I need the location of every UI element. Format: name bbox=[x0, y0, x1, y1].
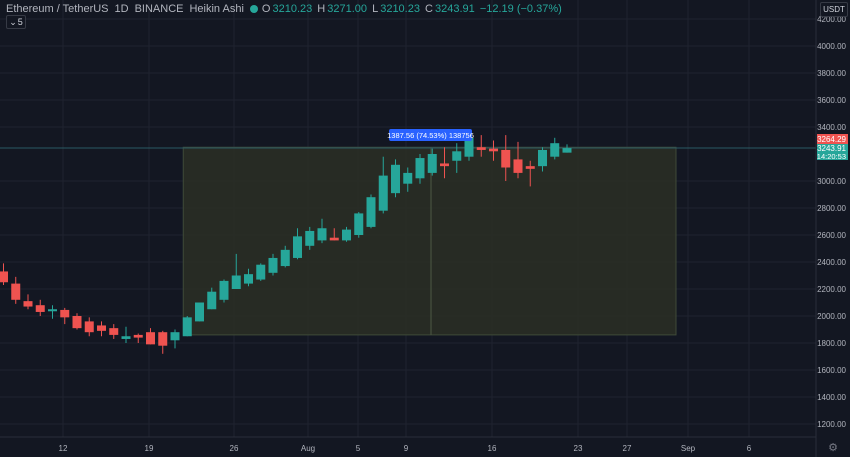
candle-body bbox=[219, 280, 229, 300]
price-tick-label: 2400.00 bbox=[817, 258, 846, 267]
candle-body bbox=[195, 302, 204, 322]
candle-body bbox=[440, 163, 449, 167]
candle-body bbox=[391, 164, 400, 194]
candle-body bbox=[158, 332, 168, 346]
candle-body bbox=[170, 332, 180, 341]
market-status-icon bbox=[249, 5, 258, 13]
candle-body bbox=[207, 291, 217, 310]
candle-body bbox=[464, 137, 474, 157]
candle-body bbox=[293, 236, 302, 258]
candle-body bbox=[146, 332, 155, 345]
time-tick-label: 26 bbox=[230, 444, 239, 453]
candle-body bbox=[317, 228, 327, 241]
candle-body bbox=[415, 158, 425, 179]
candle-body bbox=[489, 148, 498, 152]
candle-body bbox=[378, 175, 388, 211]
candle-body bbox=[35, 305, 45, 312]
currency-label[interactable]: USDT bbox=[820, 2, 848, 17]
price-tick-label: 3600.00 bbox=[817, 96, 846, 105]
time-tick-label: Aug bbox=[301, 444, 315, 453]
candle-body bbox=[329, 237, 339, 241]
price-tick-label: 2200.00 bbox=[817, 285, 846, 294]
candle-body bbox=[23, 301, 33, 307]
candle-body bbox=[476, 147, 486, 150]
time-tick-label: 23 bbox=[574, 444, 583, 453]
price-tick-label: 1800.00 bbox=[817, 339, 846, 348]
candle-body bbox=[231, 275, 241, 289]
countdown-label: 14:20:53 bbox=[817, 152, 846, 161]
price-tick-label: 1200.00 bbox=[817, 420, 846, 429]
price-axis-background bbox=[816, 0, 850, 457]
candle-body bbox=[501, 149, 511, 168]
price-tick-label: 3000.00 bbox=[817, 177, 846, 186]
price-change: −12.19 (−0.37%) bbox=[479, 3, 562, 15]
candle-body bbox=[342, 229, 351, 241]
candle-body bbox=[280, 249, 290, 267]
candle-body bbox=[11, 283, 21, 300]
price-tick-label: 2600.00 bbox=[817, 231, 846, 240]
candle-body bbox=[452, 151, 462, 161]
measure-tooltip bbox=[389, 129, 472, 141]
interval-label[interactable]: 1D bbox=[114, 3, 129, 15]
candle-body bbox=[84, 321, 94, 333]
candle-body bbox=[97, 325, 106, 331]
candle-body bbox=[48, 309, 57, 312]
candle-body bbox=[550, 143, 560, 157]
chart-style-label[interactable]: Heikin Ashi bbox=[189, 3, 244, 15]
candle-body bbox=[268, 257, 278, 273]
last-price-badge bbox=[817, 134, 848, 144]
candle-body bbox=[366, 197, 376, 227]
candle-body bbox=[427, 154, 437, 173]
candle-body bbox=[256, 264, 266, 280]
price-tick-label: 2000.00 bbox=[817, 312, 846, 321]
candle-body bbox=[354, 213, 364, 235]
exchange-label: BINANCE bbox=[134, 3, 184, 15]
candle-body bbox=[538, 149, 547, 167]
candle-body bbox=[182, 317, 192, 337]
time-tick-label: Sep bbox=[681, 444, 696, 453]
measure-range-box bbox=[182, 146, 677, 336]
candle-body bbox=[0, 271, 8, 283]
candle-body bbox=[133, 334, 143, 338]
price-tick-label: 4000.00 bbox=[817, 42, 846, 51]
symbol-name[interactable]: Ethereum / TetherUS bbox=[6, 3, 109, 15]
price-tick-label: 2800.00 bbox=[817, 204, 846, 213]
time-tick-label: 27 bbox=[623, 444, 632, 453]
time-tick-label: 6 bbox=[747, 444, 752, 453]
candle-body bbox=[305, 230, 315, 246]
time-tick-label: 5 bbox=[356, 444, 361, 453]
last-price-label: 3264.29 bbox=[817, 135, 846, 144]
price-tick-label: 3400.00 bbox=[817, 123, 846, 132]
candle-body bbox=[60, 309, 70, 318]
time-tick-label: 16 bbox=[488, 444, 497, 453]
chevron-down-icon: ⌄ bbox=[9, 16, 17, 27]
time-tick-label: 9 bbox=[404, 444, 409, 453]
indicator-count: 5 bbox=[17, 17, 23, 27]
candle-body bbox=[109, 328, 119, 335]
gear-icon[interactable]: ⚙ bbox=[828, 441, 838, 454]
current-price-badge bbox=[817, 144, 848, 160]
candle-body bbox=[562, 148, 572, 153]
ohlc-values: O 3210.23 H 3271.00 L 3210.23 C 3243.91 −12.… bbox=[261, 3, 562, 15]
price-tick-label: 4200.00 bbox=[817, 15, 846, 24]
indicators-toggle-button[interactable]: ⌄ 5 bbox=[6, 15, 26, 29]
price-tick-label: 1400.00 bbox=[817, 393, 846, 402]
candle-body bbox=[121, 336, 131, 339]
candle-body bbox=[513, 159, 523, 173]
price-tick-label: 1600.00 bbox=[817, 366, 846, 375]
time-tick-label: 12 bbox=[59, 444, 68, 453]
candle-body bbox=[525, 166, 535, 169]
time-tick-label: 19 bbox=[145, 444, 154, 453]
symbol-legend[interactable]: Ethereum / TetherUS 1D BINANCE Heikin As… bbox=[6, 3, 564, 15]
price-tick-label: 3800.00 bbox=[817, 69, 846, 78]
candle-body bbox=[403, 172, 413, 184]
candle-body bbox=[244, 274, 253, 284]
measure-tooltip-label: 1387.56 (74.53%) 138756 bbox=[387, 131, 474, 140]
current-price-label: 3243.91 bbox=[817, 144, 846, 153]
candle-body bbox=[72, 316, 82, 329]
